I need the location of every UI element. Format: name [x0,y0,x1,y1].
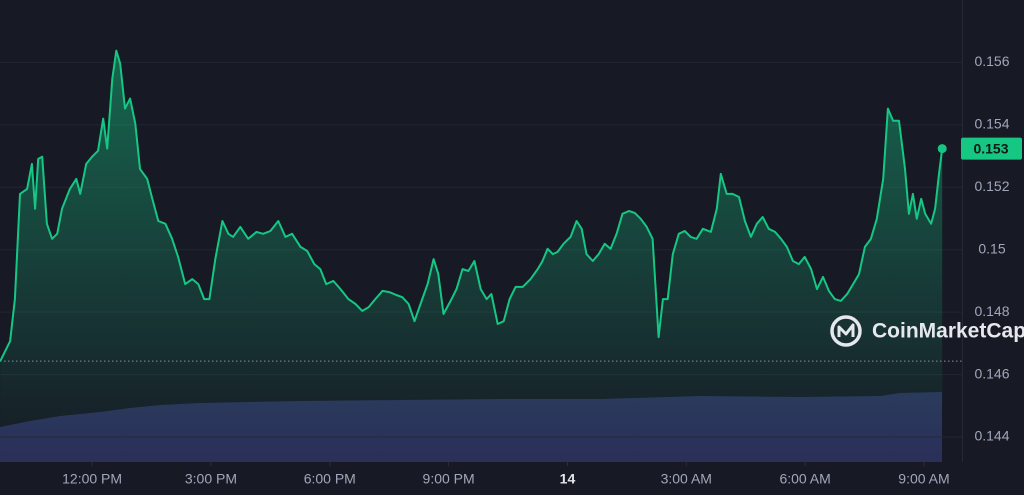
watermark-text: CoinMarketCap [872,320,1024,343]
x-tick-label: 6:00 PM [304,471,356,487]
last-point [937,144,947,154]
x-tick-label: 6:00 AM [779,471,830,487]
y-tick-label: 0.146 [974,365,1009,381]
x-tick-label: 3:00 AM [661,471,712,487]
price-tag-label: 0.153 [973,140,1008,156]
x-tick-label: 3:00 PM [185,471,237,487]
price-line [0,49,944,362]
plot [0,49,962,462]
y-tick-label: 0.154 [974,116,1009,132]
area-fill [0,50,943,462]
x-tick-label: 14 [560,471,576,487]
watermark: CoinMarketCap [830,315,1024,347]
logo-ring [830,315,862,347]
y-tick-label: 0.152 [974,178,1009,194]
logo-mark [837,323,855,337]
x-tick-label: 9:00 AM [898,471,949,487]
y-tick-label: 0.144 [974,428,1009,444]
y-tick-label: 0.15 [978,240,1005,256]
y-tick-label: 0.148 [974,303,1009,319]
y-tick-label: 0.156 [974,53,1009,69]
x-tick-label: 12:00 PM [62,471,122,487]
x-tick-label: 9:00 PM [423,471,475,487]
price-tag-box [961,137,1022,160]
